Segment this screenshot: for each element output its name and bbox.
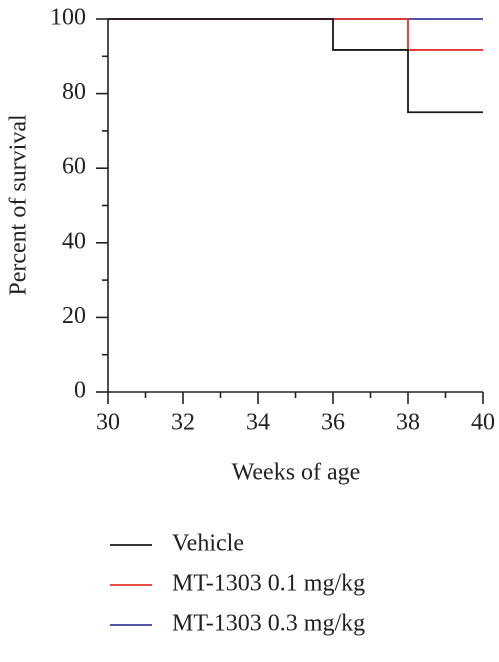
- y-tick-label: 0: [74, 378, 86, 404]
- x-axis-label: Weeks of age: [232, 460, 361, 486]
- legend-label: MT-1303 0.3 mg/kg: [172, 611, 365, 637]
- y-tick-label: 60: [62, 154, 86, 180]
- x-tick-label: 36: [321, 410, 345, 436]
- y-axis-label: Percent of survival: [6, 114, 32, 296]
- x-tick-label: 38: [396, 410, 420, 436]
- x-tick-label: 40: [471, 410, 495, 436]
- y-tick-label: 20: [62, 303, 86, 329]
- legend-label: Vehicle: [172, 531, 244, 557]
- x-tick-label: 34: [246, 410, 270, 436]
- survival-line: [108, 18, 483, 51]
- survival-line: [108, 18, 483, 114]
- x-tick-label: 32: [171, 410, 195, 436]
- legend-label: MT-1303 0.1 mg/kg: [172, 571, 365, 597]
- y-tick-label: 100: [50, 5, 86, 31]
- y-tick-label: 40: [62, 228, 86, 254]
- y-tick-label: 80: [62, 79, 86, 105]
- x-tick-label: 30: [96, 410, 120, 436]
